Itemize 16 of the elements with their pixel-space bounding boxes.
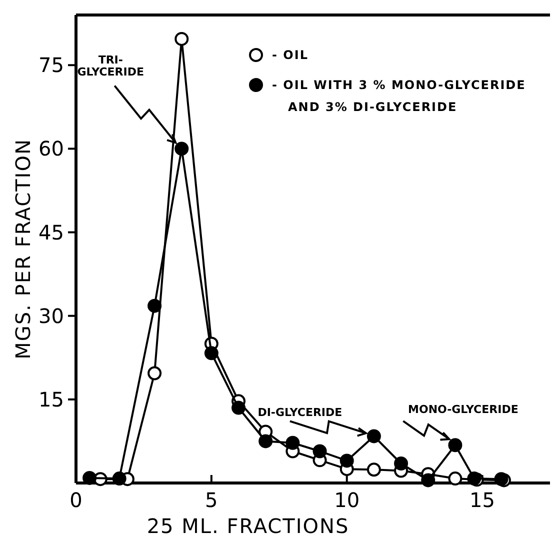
x-tick-label: 0 — [70, 488, 82, 512]
legend-label: - OIL WITH 3 % MONO-GLYCERIDE AND 3% DI-GLYCERIDE — [272, 78, 526, 114]
y-tick-label: 30 — [38, 304, 64, 328]
y-tick-label: 75 — [38, 53, 64, 78]
annotation: TRI- GLYCERIDE — [77, 54, 144, 79]
y-tick-label: 15 — [38, 387, 64, 412]
x-tick-label: 5 — [205, 488, 218, 512]
y-axis-title: MGS. PER FRACTION — [11, 138, 35, 360]
x-tick-label: 10 — [334, 488, 360, 512]
legend-label: - OIL — [272, 48, 308, 62]
annotation: DI-GLYCERIDE — [258, 406, 342, 420]
x-tick-label: 15 — [470, 488, 496, 512]
y-tick-label: 60 — [38, 136, 64, 161]
annotation: MONO-GLYCERIDE — [408, 403, 518, 416]
y-tick-label: 45 — [38, 220, 64, 244]
x-axis-title: 25 ML. FRACTIONS — [146, 514, 350, 537]
